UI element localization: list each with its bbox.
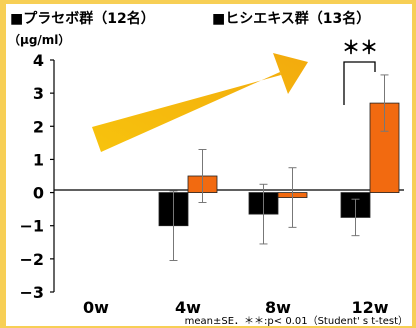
error-bar — [380, 74, 389, 132]
y-tick-label: −3 — [19, 283, 44, 302]
x-tick-label: 4w — [175, 298, 201, 317]
error-bar — [198, 148, 207, 204]
y-tick-label: −1 — [19, 217, 44, 236]
y-tick-label: 3 — [33, 84, 44, 103]
y-tick-label: −2 — [19, 250, 44, 269]
x-tick-label: 0w — [83, 298, 109, 317]
x-tick-labels: 0w 4w 8w 12w — [83, 298, 389, 317]
error-bar — [169, 190, 178, 262]
x-tick-label: 12w — [351, 298, 388, 317]
y-tick-label: 0 — [33, 184, 44, 203]
y-tick-label: 1 — [33, 150, 44, 169]
legend-placebo: ■プラセボ群（12名） — [10, 10, 155, 27]
trend-arrow-icon — [92, 53, 308, 152]
y-axis-unit: （μg/ml） — [8, 32, 70, 47]
bars — [158, 74, 400, 262]
legend-hishi: ■ヒシエキス群（13名） — [212, 10, 370, 27]
x-tick-label: 8w — [265, 298, 291, 317]
y-tick-label: 2 — [33, 117, 44, 136]
error-bar — [288, 167, 297, 228]
significance-label: ＊＊ — [342, 38, 378, 59]
bar-chart: ■プラセボ群（12名） ■ヒシエキス群（13名） （μg/ml） 4 3 2 1 0 −1… — [8, 10, 408, 326]
error-bar — [351, 198, 360, 237]
footnote: mean±SE．＊＊:p< 0.01（Student' s t-test） — [185, 315, 408, 326]
y-ticks: 4 3 2 1 0 −1 −2 −3 — [19, 51, 54, 302]
y-tick-label: 4 — [33, 51, 44, 70]
significance-bracket — [343, 61, 376, 105]
chart-panel: ■プラセボ群（12名） ■ヒシエキス群（13名） （μg/ml） 4 3 2 1 0 −1… — [6, 4, 412, 326]
error-bar — [259, 183, 268, 245]
